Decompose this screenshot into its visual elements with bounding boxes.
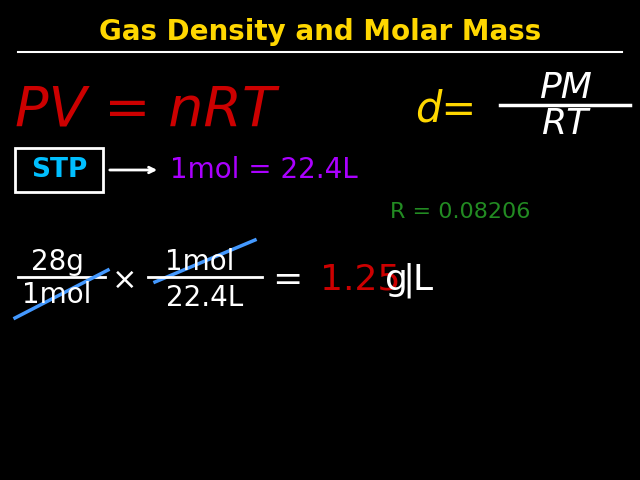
Text: Gas Density and Molar Mass: Gas Density and Molar Mass bbox=[99, 18, 541, 46]
Text: |: | bbox=[402, 262, 414, 298]
Text: ×: × bbox=[112, 265, 138, 295]
Text: =: = bbox=[272, 263, 302, 297]
Text: PV = nRT: PV = nRT bbox=[15, 84, 276, 136]
Text: 1.25: 1.25 bbox=[320, 263, 401, 297]
Text: PM: PM bbox=[539, 71, 591, 105]
Text: STP: STP bbox=[31, 157, 87, 183]
Text: d=: d= bbox=[415, 89, 476, 131]
Text: L: L bbox=[412, 263, 432, 297]
Text: 1mol: 1mol bbox=[22, 281, 92, 309]
Text: R = 0.08206: R = 0.08206 bbox=[390, 202, 531, 222]
Text: 1mol: 1mol bbox=[165, 248, 235, 276]
Text: RT: RT bbox=[541, 107, 589, 141]
Text: g: g bbox=[385, 263, 408, 297]
Text: 1mol = 22.4L: 1mol = 22.4L bbox=[170, 156, 358, 184]
Text: 22.4L: 22.4L bbox=[166, 284, 244, 312]
Text: 28g: 28g bbox=[31, 248, 83, 276]
Bar bbox=[15, 148, 103, 192]
